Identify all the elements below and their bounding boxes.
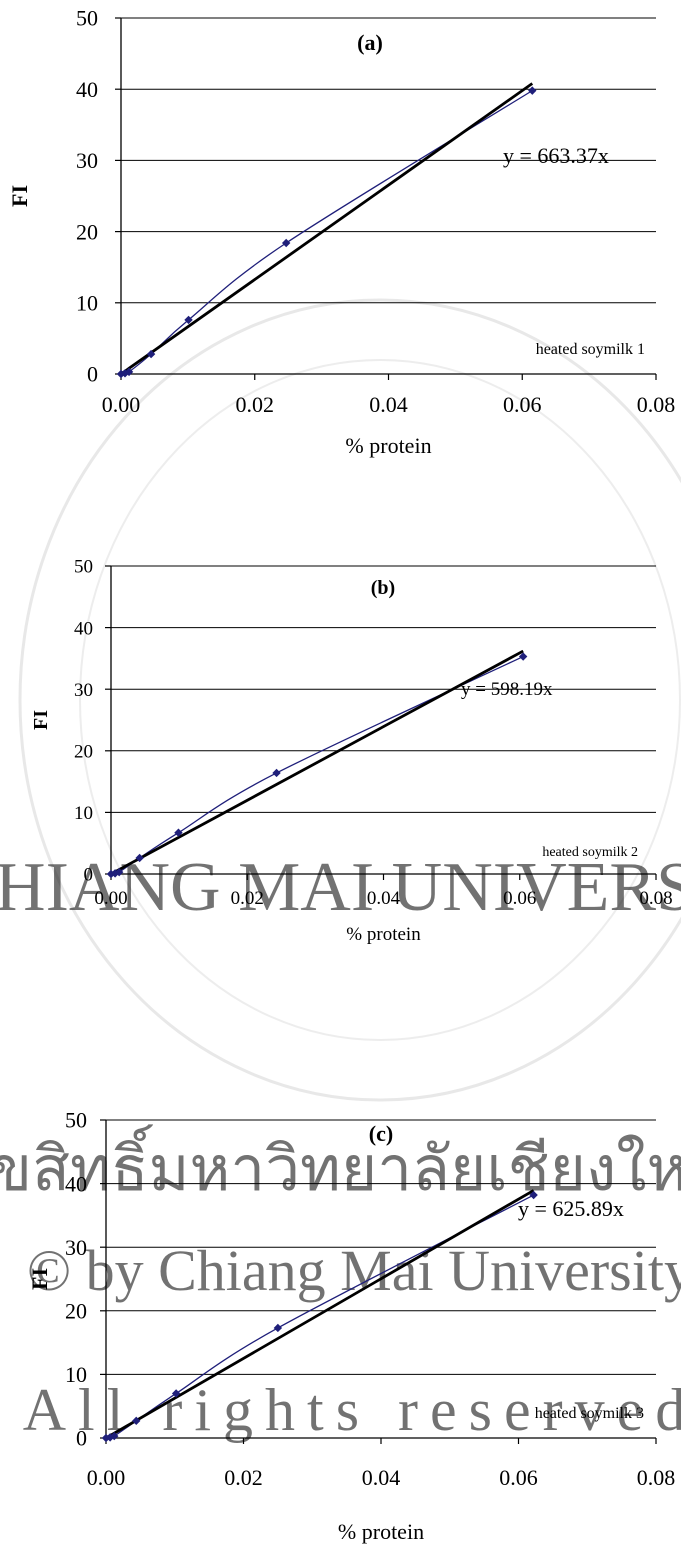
data-point: [124, 367, 134, 377]
tick-labels: 0 10 20 30 40 50 0.00 0.02 0.04 0.06 0.08: [65, 1108, 675, 1490]
x-axis-title: % protein: [345, 433, 431, 458]
x-tick-label: 0.06: [503, 392, 542, 417]
data-point: [529, 1190, 538, 1200]
y-tick-label: 30: [76, 148, 98, 173]
data-points: [106, 652, 528, 879]
data-point: [184, 315, 193, 325]
watermark-seal-inner-ring: [79, 359, 681, 1041]
y-axis-title: FI: [7, 185, 32, 207]
data-point: [272, 768, 281, 778]
axes: [115, 17, 657, 380]
trendline: [120, 82, 534, 376]
trendline-equation: y = 625.89x: [518, 1196, 624, 1221]
chart-panel-c: 0 10 20 30 40 50 0.00 0.02 0.04 0.06 0.08 (c) y = …: [27, 1108, 675, 1544]
data-points: [101, 1190, 538, 1443]
y-tick-label: 0: [84, 865, 94, 886]
trendline-equation: y = 663.37x: [503, 143, 609, 168]
y-axis-title: FI: [30, 710, 52, 730]
x-tick-label: 0.06: [503, 888, 536, 909]
x-tick-label: 0.00: [102, 392, 141, 417]
gridlines: [121, 17, 656, 304]
axes: [100, 1119, 657, 1444]
panel-label: (a): [357, 30, 383, 55]
y-tick-label: 40: [74, 618, 93, 639]
y-tick-label: 50: [65, 1108, 87, 1133]
x-axis-title: % protein: [338, 1519, 424, 1544]
panel-label: (b): [371, 577, 395, 599]
y-tick-label: 10: [65, 1362, 87, 1387]
x-tick-label: 0.08: [639, 888, 672, 909]
data-point: [135, 853, 144, 863]
tick-labels: 0 10 20 30 40 50 0.00 0.02 0.04 0.06 0.08: [74, 557, 673, 909]
data-point: [114, 867, 124, 877]
x-tick-label: 0.02: [231, 888, 264, 909]
y-axis-title: FI: [27, 1268, 52, 1290]
tick-labels: 0 10 20 30 40 50 0.00 0.02 0.04 0.06 0.08: [76, 6, 675, 417]
y-tick-label: 10: [74, 803, 93, 824]
data-point: [528, 86, 537, 95]
trendline: [110, 649, 524, 876]
data-point: [110, 1431, 119, 1441]
y-tick-label: 20: [65, 1299, 87, 1324]
y-tick-label: 10: [76, 291, 98, 316]
data-point: [146, 349, 156, 359]
series-annotation: heated soymilk 1: [536, 341, 645, 358]
y-tick-label: 40: [65, 1171, 87, 1196]
data-point: [105, 1433, 115, 1442]
watermark-thai-line: ลิขสิทธิ์มหาวิทยาลัยเชียงใหม่: [0, 1124, 681, 1204]
x-tick-label: 0.04: [369, 392, 408, 417]
y-tick-label: 30: [65, 1235, 87, 1260]
y-tick-label: 0: [87, 362, 98, 387]
trendline: [105, 1189, 535, 1440]
data-point: [281, 238, 291, 248]
y-tick-label: 30: [74, 680, 93, 701]
watermark-arc-text: CHIANG MAI UNIVERSITY: [0, 849, 681, 926]
data-point: [132, 1416, 141, 1426]
x-tick-label: 0.02: [224, 1465, 263, 1490]
x-tick-label: 0.02: [236, 392, 275, 417]
series-annotation: heated soymilk 2: [542, 845, 638, 860]
chart-panel-a: 0 10 20 30 40 50 0.00 0.02 0.04 0.06 0.08 (a) y = …: [7, 6, 675, 458]
x-tick-label: 0.04: [367, 888, 401, 909]
y-tick-label: 20: [76, 219, 98, 244]
watermark-rights-line: All rights reserved: [23, 1377, 681, 1443]
x-tick-label: 0.06: [499, 1465, 538, 1490]
trendline-equation: y = 598.19x: [461, 679, 553, 700]
series-annotation: heated soymilk 3: [535, 1405, 644, 1422]
y-tick-label: 20: [74, 741, 93, 762]
x-tick-label: 0.08: [637, 392, 676, 417]
data-point: [518, 652, 528, 661]
x-axis-title: % protein: [346, 924, 421, 945]
data-point: [273, 1323, 283, 1333]
gridlines: [106, 1119, 656, 1375]
panel-label: (c): [369, 1121, 393, 1146]
y-tick-label: 50: [76, 6, 98, 31]
axes: [105, 565, 657, 880]
data-point: [171, 1389, 181, 1398]
watermark-copyright-line: © by Chiang Mai University: [27, 1238, 681, 1303]
x-tick-label: 0.00: [87, 1465, 126, 1490]
x-tick-label: 0.04: [362, 1465, 401, 1490]
y-tick-label: 50: [74, 557, 93, 578]
y-tick-label: 0: [76, 1426, 87, 1451]
watermark: CHIANG MAI UNIVERSITY ลิขสิทธิ์มหาวิทยาล…: [0, 298, 681, 1443]
data-point: [174, 828, 183, 837]
chart-panel-b: 0 10 20 30 40 50 0.00 0.02 0.04 0.06 0.08 (b) y = …: [30, 557, 673, 945]
data-points: [116, 86, 537, 379]
x-tick-label: 0.08: [637, 1465, 676, 1490]
x-tick-label: 0.00: [94, 888, 127, 909]
watermark-seal-ring: [18, 298, 681, 1102]
gridlines: [111, 565, 656, 813]
y-tick-label: 40: [76, 77, 98, 102]
